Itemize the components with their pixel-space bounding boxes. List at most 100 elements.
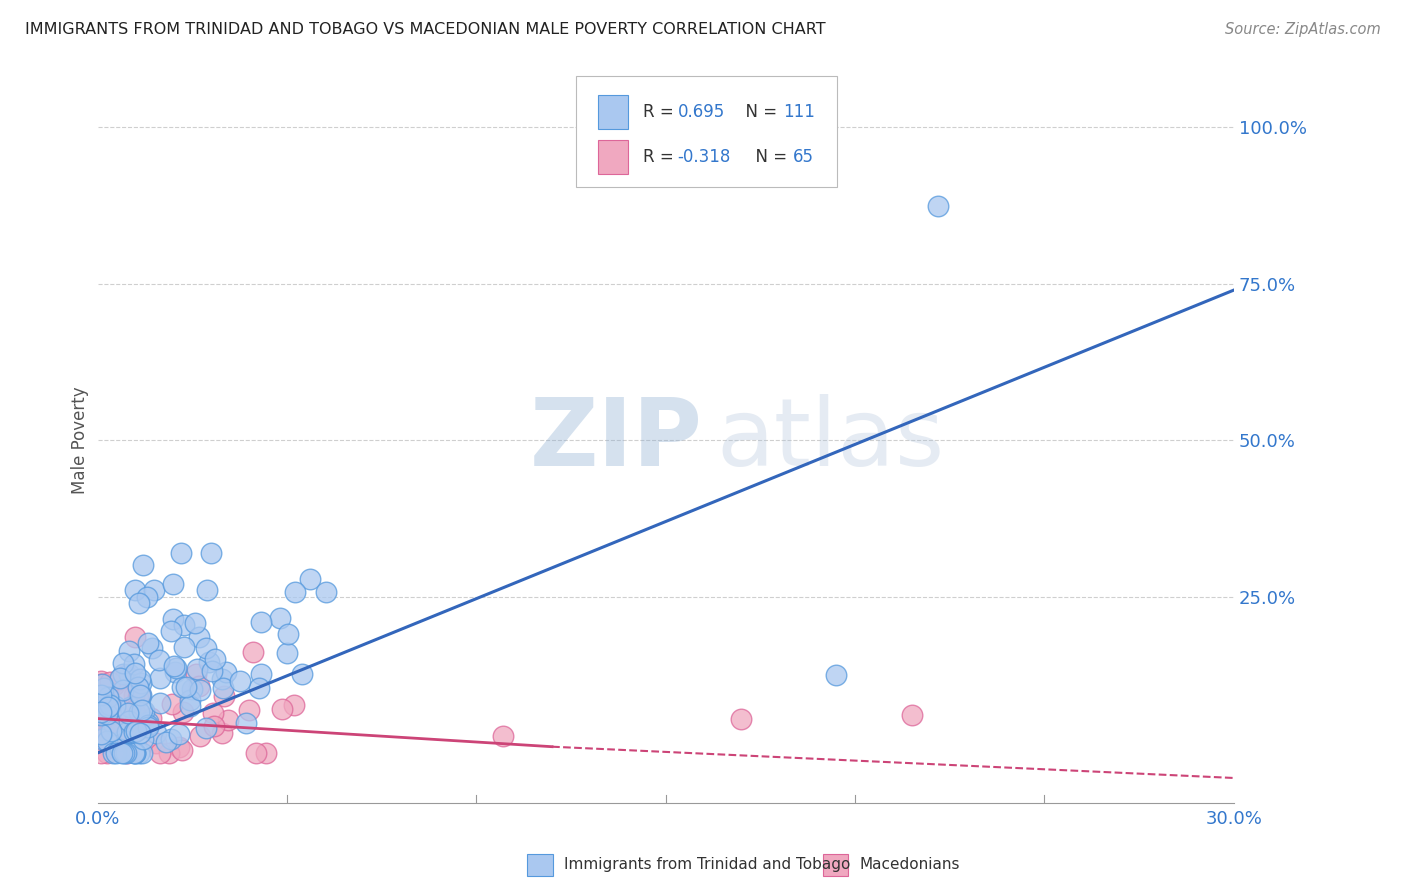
Point <box>115 746 138 760</box>
Text: Immigrants from Trinidad and Tobago: Immigrants from Trinidad and Tobago <box>564 857 851 872</box>
Text: N =: N = <box>735 103 783 121</box>
Point <box>97 690 120 704</box>
Point <box>165 665 187 679</box>
Point <box>90 746 112 760</box>
Point <box>111 656 134 670</box>
Point <box>90 688 112 702</box>
Point <box>114 733 136 747</box>
Point <box>104 699 127 714</box>
Point <box>195 641 218 656</box>
Point <box>120 699 142 714</box>
Point <box>269 611 291 625</box>
Point <box>103 746 125 760</box>
Point <box>93 681 115 696</box>
Point <box>143 583 166 598</box>
Point <box>124 666 146 681</box>
Point <box>159 731 181 746</box>
Point <box>98 675 121 690</box>
Point <box>149 746 172 760</box>
Point <box>129 726 152 740</box>
Point <box>124 746 146 760</box>
Point <box>172 742 194 756</box>
Point <box>93 731 115 745</box>
Point <box>107 673 129 687</box>
Point <box>100 698 122 712</box>
Point <box>112 746 135 760</box>
Point <box>93 702 115 716</box>
Point <box>112 726 135 740</box>
Point <box>141 641 163 656</box>
Point <box>131 703 153 717</box>
Text: R =: R = <box>643 103 679 121</box>
Point <box>181 682 204 697</box>
Point <box>188 729 211 743</box>
Point <box>96 746 118 760</box>
Point <box>825 667 848 681</box>
Point <box>111 728 134 742</box>
Point <box>176 681 198 695</box>
Point <box>136 636 159 650</box>
Point <box>128 746 150 760</box>
Point <box>188 630 211 644</box>
Point <box>927 199 949 213</box>
Point <box>124 583 146 598</box>
Point <box>291 667 314 681</box>
Point <box>186 662 208 676</box>
Point <box>128 705 150 719</box>
Point <box>170 546 193 560</box>
Point <box>129 675 152 690</box>
Point <box>160 624 183 639</box>
Point <box>96 706 118 721</box>
Point <box>212 689 235 703</box>
Point <box>122 688 145 702</box>
Point <box>122 657 145 672</box>
Point <box>91 714 114 729</box>
Point <box>135 590 157 604</box>
Point <box>277 627 299 641</box>
Point <box>124 702 146 716</box>
Point <box>98 698 121 712</box>
Point <box>730 712 752 726</box>
Point <box>90 695 112 709</box>
Point <box>167 726 190 740</box>
Point <box>127 691 149 706</box>
Point <box>136 720 159 734</box>
Point <box>108 724 131 739</box>
Point <box>97 700 120 714</box>
Point <box>148 653 170 667</box>
Point <box>202 718 225 732</box>
Point <box>91 732 114 747</box>
Text: R =: R = <box>643 148 679 166</box>
Point <box>110 710 132 724</box>
Point <box>94 711 117 725</box>
Point <box>211 726 233 740</box>
Point <box>97 686 120 700</box>
Point <box>162 577 184 591</box>
Point <box>170 680 193 694</box>
Point <box>139 711 162 725</box>
Point <box>131 721 153 735</box>
Text: 111: 111 <box>783 103 815 121</box>
Text: 65: 65 <box>793 148 814 166</box>
Point <box>100 724 122 739</box>
Point <box>202 706 225 720</box>
Point <box>242 644 264 658</box>
Point <box>90 705 112 719</box>
Point <box>184 615 207 630</box>
Point <box>298 572 321 586</box>
Point <box>127 681 149 695</box>
Point <box>101 740 124 755</box>
Point <box>115 746 138 760</box>
Point <box>110 734 132 748</box>
Point <box>172 705 194 719</box>
Point <box>132 731 155 746</box>
Point <box>201 665 224 679</box>
Point <box>90 723 112 738</box>
Point <box>128 687 150 701</box>
Text: atlas: atlas <box>717 394 945 486</box>
Point <box>179 698 201 713</box>
Point <box>111 682 134 697</box>
Point <box>111 746 134 760</box>
Point <box>117 706 139 720</box>
Point <box>284 584 307 599</box>
